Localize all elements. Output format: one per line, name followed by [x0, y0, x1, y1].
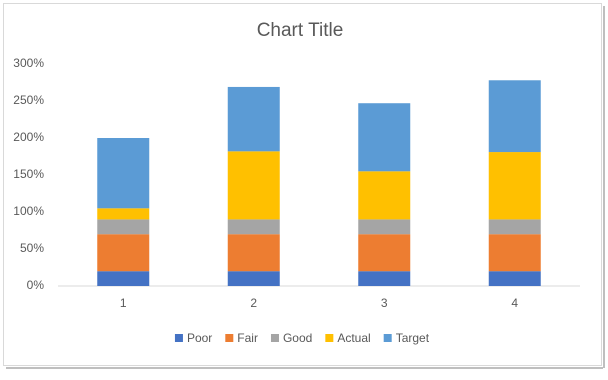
- legend-swatch: [383, 334, 392, 342]
- legend-swatch: [270, 334, 279, 342]
- bar-segment: [227, 271, 280, 286]
- chart-title: Chart Title: [257, 20, 344, 41]
- bar-segment: [488, 271, 541, 286]
- bar-segment: [227, 219, 280, 235]
- bar-segment: [358, 219, 411, 235]
- legend-label: Good: [283, 331, 312, 345]
- bar-segment: [227, 86, 280, 152]
- legend-swatch: [225, 334, 234, 342]
- y-tick-label: 0%: [27, 278, 45, 292]
- y-tick-label: 200%: [13, 130, 44, 144]
- y-tick-label: 150%: [13, 167, 44, 181]
- legend-label: Actual: [337, 331, 370, 345]
- legend-label: Poor: [187, 331, 212, 345]
- bar-segment: [358, 271, 411, 286]
- legend-swatch: [325, 334, 334, 342]
- x-tick-label: 2: [250, 296, 257, 310]
- legend-label: Fair: [237, 331, 258, 345]
- bar-segment: [488, 80, 541, 153]
- x-tick-label: 1: [120, 296, 127, 310]
- legend-label: Target: [396, 331, 430, 345]
- x-tick-label: 4: [511, 296, 518, 310]
- bar-segment: [488, 219, 541, 235]
- bar-segment: [358, 103, 411, 172]
- bar-segment: [358, 171, 411, 220]
- legend-swatch: [174, 334, 183, 342]
- bar-segment: [488, 234, 541, 272]
- y-tick-label: 50%: [20, 241, 44, 255]
- bar-segment: [488, 152, 541, 220]
- y-tick-label: 300%: [13, 56, 44, 70]
- y-tick-label: 100%: [13, 204, 44, 218]
- bar-segment: [227, 151, 280, 220]
- bar-segment: [358, 234, 411, 272]
- bar-segment: [97, 271, 150, 286]
- bar-segment: [97, 234, 150, 272]
- bar-segment: [97, 138, 150, 209]
- bar-segment: [227, 234, 280, 272]
- y-tick-label: 250%: [13, 93, 44, 107]
- bar-segment: [97, 208, 150, 220]
- x-tick-label: 3: [381, 296, 388, 310]
- bar-segment: [97, 219, 150, 235]
